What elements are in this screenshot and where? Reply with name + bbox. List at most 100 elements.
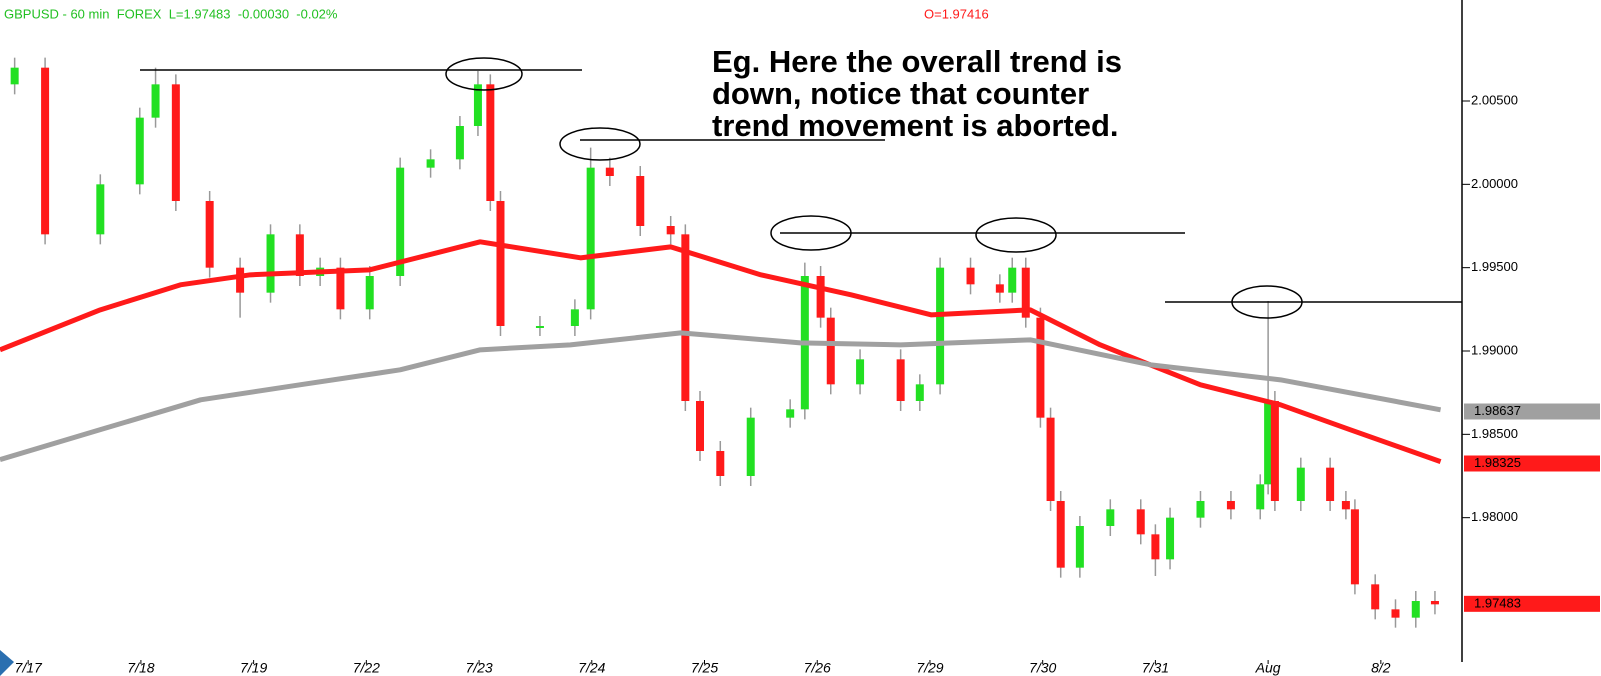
x-tick-label: 7/25 [691,660,718,676]
header: GBPUSD - 60 min FOREX L=1.97483 -0.00030… [4,6,338,21]
candle-body [915,384,924,401]
candle-body [295,234,304,276]
x-tick-label: 7/23 [465,660,492,676]
candle-body [496,201,505,326]
candle-body [151,84,160,118]
x-tick-label: 7/22 [353,660,380,676]
price-tag-label: 1.98637 [1474,403,1521,418]
x-tick-label: 7/29 [916,660,943,676]
candle-body [135,117,144,185]
candle-body [716,451,725,476]
candle-body [205,201,214,268]
candle-body [1046,417,1055,501]
circle [975,217,1057,253]
candle-body [570,309,579,326]
candle-body [396,167,405,276]
candle-body [605,167,614,176]
price-tag-label: 1.98325 [1474,455,1521,470]
x-tick-label: 7/24 [578,660,605,676]
candle-body [236,267,245,293]
candle-body [1056,501,1065,568]
y-tick-label: 2.00500 [1471,92,1518,107]
candle-body [10,67,19,85]
candle-body [1256,484,1265,510]
x-tick-label: 7/19 [240,660,267,676]
y-tick-label: 2.00000 [1471,176,1518,191]
header-open: O=1.97416 [924,6,989,21]
price-tag [1464,595,1600,612]
x-tick-label: 7/31 [1142,660,1169,676]
price-tag [1464,403,1600,420]
y-tick-label: 1.98500 [1471,426,1518,441]
candle-body [365,276,374,310]
candle-body [1166,517,1175,560]
candle-body [1411,601,1420,618]
candle-body [1106,509,1115,526]
circle [445,57,523,91]
candle-body [455,126,464,160]
y-tick-label: 1.99000 [1471,342,1518,357]
candle-body [746,417,755,476]
candle-body [896,359,905,401]
candle-body [41,67,50,235]
candle-body [1196,501,1205,518]
candle-body [1391,609,1400,618]
candle-body [336,267,345,310]
x-tick-label: Aug [1255,660,1281,676]
candle-body [1371,584,1380,610]
x-tick-label: 7/18 [127,660,154,676]
annotation: trend movement is aborted. [712,108,1119,143]
y-tick-label: 1.99500 [1471,259,1518,274]
price-tag-label: 1.97483 [1474,595,1521,610]
x-tick-label: 7/26 [804,660,831,676]
candle-body [1136,509,1145,535]
candle-body [995,284,1004,293]
candle-body [486,84,495,201]
moving-average [0,239,1442,465]
candle-body [1008,267,1017,293]
candle-body [936,267,945,385]
annotation: Eg. Here the overall trend is [712,44,1122,79]
candle-body [681,234,690,401]
x-tick-label: 7/17 [15,660,43,676]
y-tick-label: 1.98000 [1471,509,1518,524]
candle-body [535,326,544,328]
candle-body [786,409,795,418]
candle-body [856,359,865,385]
annotation: down, notice that counter [712,76,1089,111]
corner-icon [0,650,14,676]
candle-body [586,167,595,310]
circle [770,215,852,251]
price-tag [1464,455,1600,472]
candle-body [1021,267,1030,318]
candle-body [666,226,675,235]
candle-body [1430,601,1439,605]
candle-body [966,267,975,285]
candle-body [1151,534,1160,560]
candle-body [826,317,835,385]
candle-body [1226,501,1235,510]
moving-average [0,330,1442,463]
candle-body [1036,317,1045,418]
candle-body [473,84,482,126]
candle-body [96,184,105,235]
candle-body [266,234,275,293]
candle-body [1075,526,1084,568]
candle-body [816,276,825,318]
annotations [140,57,1462,319]
x-tick-label: 7/30 [1029,660,1056,676]
candle-body [1264,401,1273,485]
circle [559,127,641,161]
candle-body [1270,401,1279,501]
candle-body [696,401,705,451]
candle-body [1296,467,1305,501]
candle-body [1350,509,1359,585]
candle-body [426,159,435,168]
candle-body [1341,501,1350,510]
candle-body [636,176,645,226]
circle [1231,285,1303,319]
x-tick-label: 8/2 [1371,660,1391,676]
candle-body [1326,467,1335,501]
candle-body [171,84,180,201]
